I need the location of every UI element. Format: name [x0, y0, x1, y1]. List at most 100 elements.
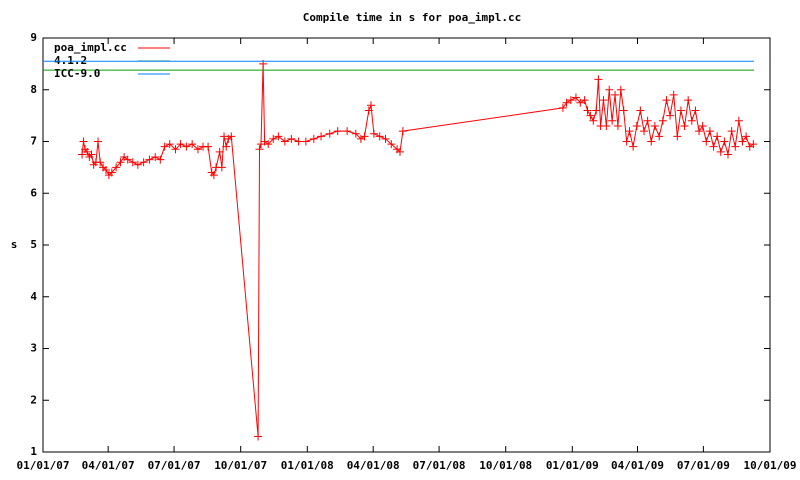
- point: [101, 165, 110, 174]
- x-tick-label: 01/01/07: [17, 459, 70, 472]
- point: [676, 106, 685, 115]
- point: [215, 147, 224, 156]
- point: [182, 142, 191, 151]
- point: [586, 111, 595, 120]
- point: [742, 132, 751, 141]
- point: [611, 90, 620, 99]
- point: [705, 127, 714, 136]
- x-tick-label: 04/01/07: [82, 459, 135, 472]
- point: [188, 140, 197, 149]
- point: [274, 132, 283, 141]
- point: [720, 137, 729, 146]
- point: [738, 137, 747, 146]
- point: [702, 137, 711, 146]
- point: [264, 140, 273, 149]
- point: [731, 142, 740, 151]
- x-tick-label: 04/01/09: [611, 459, 664, 472]
- point: [369, 129, 378, 138]
- point: [680, 121, 689, 130]
- point: [695, 127, 704, 136]
- point: [133, 160, 142, 169]
- point: [317, 132, 326, 141]
- point: [698, 121, 707, 130]
- point: [395, 147, 404, 156]
- point: [294, 137, 303, 146]
- point: [112, 163, 121, 172]
- point: [605, 85, 614, 94]
- legend-label: 4.1.2: [54, 54, 87, 67]
- point: [145, 155, 154, 164]
- point: [713, 132, 722, 141]
- point: [387, 140, 396, 149]
- point: [94, 137, 103, 146]
- point: [691, 106, 700, 115]
- point: [727, 127, 736, 136]
- point: [193, 145, 202, 154]
- point: [594, 75, 603, 84]
- point: [684, 96, 693, 105]
- point: [576, 98, 585, 107]
- point: [589, 116, 598, 125]
- point: [734, 116, 743, 125]
- y-tick-label: 4: [30, 290, 37, 303]
- point: [107, 168, 116, 177]
- point: [87, 150, 96, 159]
- point: [222, 142, 231, 151]
- point: [640, 127, 649, 136]
- point: [381, 134, 390, 143]
- x-tick-label: 07/01/09: [677, 459, 730, 472]
- point: [171, 145, 180, 154]
- y-tick-label: 9: [30, 31, 37, 44]
- point: [687, 116, 696, 125]
- point: [716, 147, 725, 156]
- point: [583, 106, 592, 115]
- point: [280, 137, 289, 146]
- point: [160, 142, 169, 151]
- point: [375, 132, 384, 141]
- point: [613, 121, 622, 130]
- legend-label: ICC-9.0: [54, 67, 100, 80]
- point: [309, 134, 318, 143]
- point: [83, 147, 92, 156]
- y-tick-label: 2: [30, 393, 37, 406]
- point: [287, 134, 296, 143]
- point: [566, 96, 575, 105]
- point: [655, 132, 664, 141]
- chart-title: Compile time in s for poa_impl.cc: [303, 11, 522, 24]
- point: [364, 106, 373, 115]
- y-tick-label: 8: [30, 83, 37, 96]
- point: [204, 142, 213, 151]
- point: [367, 101, 376, 110]
- point: [255, 145, 264, 154]
- point: [619, 106, 628, 115]
- x-tick-label: 07/01/07: [148, 459, 201, 472]
- point: [571, 93, 580, 102]
- point: [301, 137, 310, 146]
- point: [558, 103, 567, 112]
- point: [151, 153, 160, 162]
- point: [636, 106, 645, 115]
- point: [116, 158, 125, 167]
- point: [176, 140, 185, 149]
- y-tick-label: 5: [30, 238, 37, 251]
- y-tick-label: 6: [30, 186, 37, 199]
- point: [220, 132, 229, 141]
- point: [128, 158, 137, 167]
- point: [343, 127, 352, 136]
- point: [629, 142, 638, 151]
- point: [724, 150, 733, 159]
- point: [123, 155, 132, 164]
- point: [254, 432, 263, 441]
- point: [217, 163, 226, 172]
- point: [643, 116, 652, 125]
- point: [647, 137, 656, 146]
- y-tick-label: 1: [30, 445, 37, 458]
- point: [650, 121, 659, 130]
- point: [269, 134, 278, 143]
- point: [96, 158, 105, 167]
- point: [616, 85, 625, 94]
- point: [209, 171, 218, 180]
- x-tick-label: 01/01/09: [546, 459, 599, 472]
